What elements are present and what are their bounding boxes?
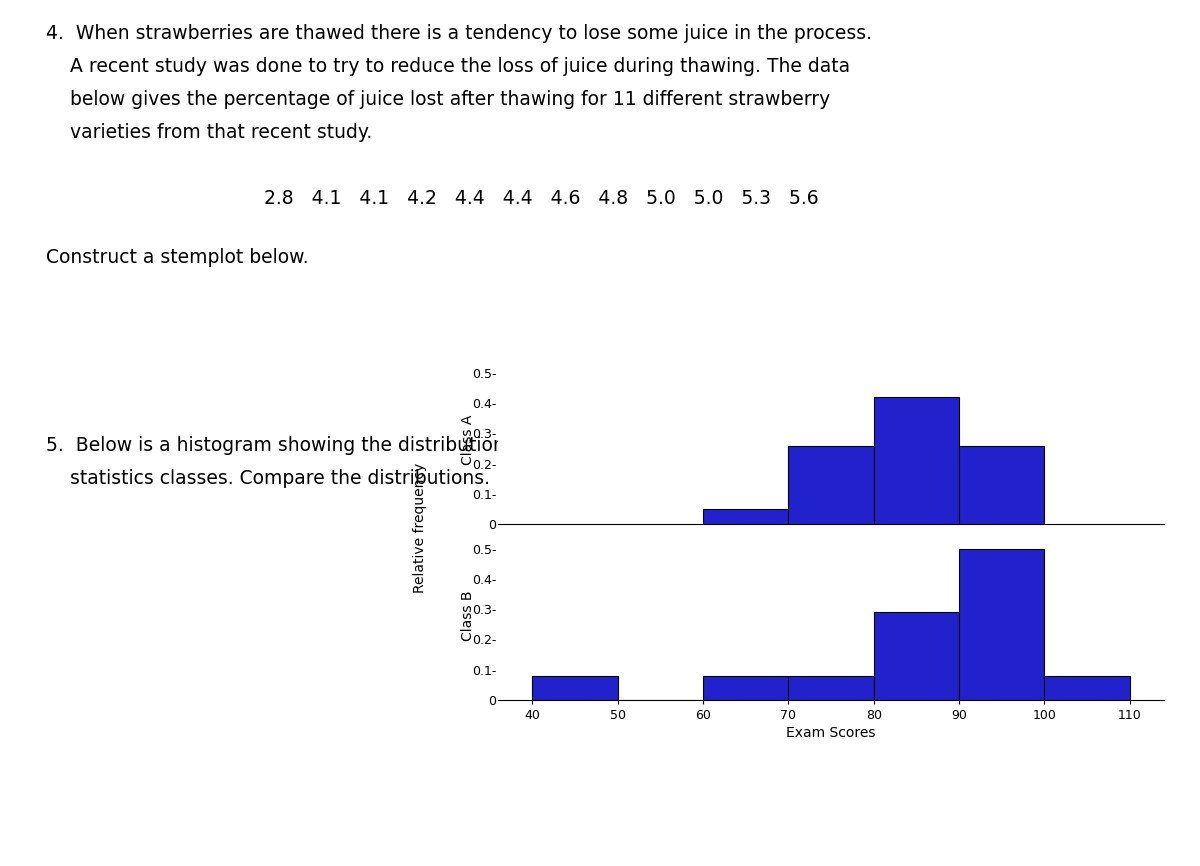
Text: 5.  Below is a histogram showing the distributions of exam scores from two diffe: 5. Below is a histogram showing the dist…	[46, 436, 839, 455]
Text: Class A: Class A	[461, 414, 475, 465]
X-axis label: Exam Scores: Exam Scores	[786, 726, 876, 740]
Bar	[532, 675, 618, 700]
Text: Relative frequency: Relative frequency	[413, 462, 427, 592]
Bar	[874, 612, 959, 700]
Bar	[1044, 675, 1130, 700]
Bar	[874, 397, 959, 524]
Bar	[959, 549, 1044, 700]
Text: 4.  When strawberries are thawed there is a tendency to lose some juice in the p: 4. When strawberries are thawed there is…	[46, 24, 871, 43]
Bar	[788, 445, 874, 524]
Text: A recent study was done to try to reduce the loss of juice during thawing. The d: A recent study was done to try to reduce…	[46, 57, 850, 76]
Text: varieties from that recent study.: varieties from that recent study.	[46, 123, 372, 142]
Text: statistics classes. Compare the distributions.: statistics classes. Compare the distribu…	[46, 469, 490, 488]
Text: 2.8   4.1   4.1   4.2   4.4   4.4   4.6   4.8   5.0   5.0   5.3   5.6: 2.8 4.1 4.1 4.2 4.4 4.4 4.6 4.8 5.0 5.0 …	[264, 189, 818, 208]
Bar	[703, 509, 788, 524]
Text: Construct a stemplot below.: Construct a stemplot below.	[46, 248, 308, 267]
Bar	[703, 675, 788, 700]
Text: Class B: Class B	[461, 590, 475, 641]
Bar	[788, 675, 874, 700]
Bar	[959, 445, 1044, 524]
Text: below gives the percentage of juice lost after thawing for 11 different strawber: below gives the percentage of juice lost…	[46, 90, 830, 109]
